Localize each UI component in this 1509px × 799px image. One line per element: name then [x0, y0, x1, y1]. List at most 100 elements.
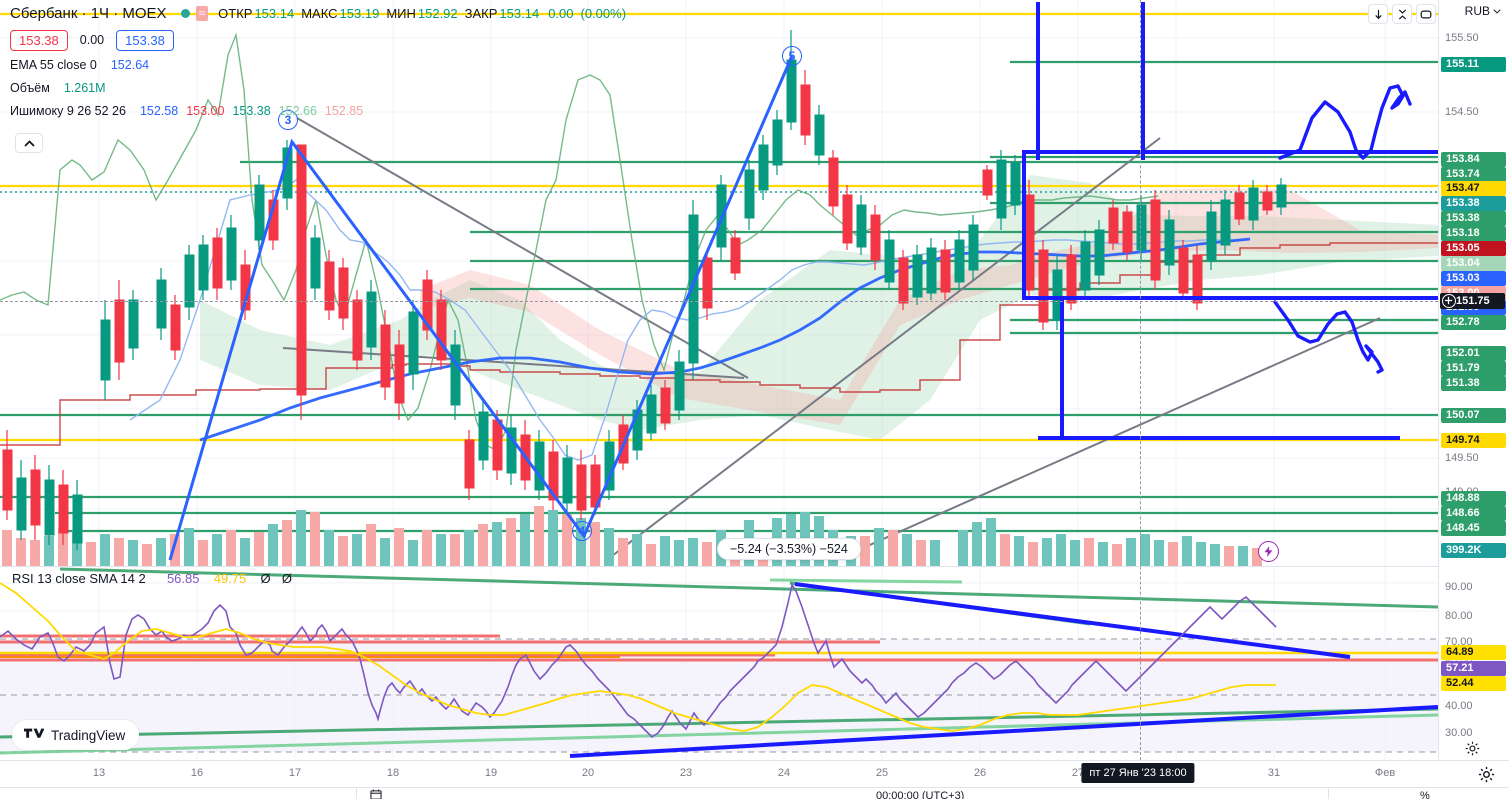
tradingview-watermark[interactable]: TradingView — [12, 720, 140, 750]
crosshair-horizontal — [0, 301, 1438, 302]
rsi-lower-band-value: Ø — [281, 571, 293, 586]
tradingview-wordmark: TradingView — [51, 727, 126, 743]
price-level-label[interactable]: 150.07 — [1441, 408, 1506, 423]
symbol-title[interactable]: Сбербанк · 1Ч · MOEX — [10, 5, 167, 22]
price-level-label[interactable]: 153.84 — [1441, 152, 1506, 167]
time-tick: 26 — [973, 767, 987, 779]
ichimoku-senkou-b-value: 152.85 — [324, 103, 364, 118]
price-level-label[interactable]: 151.79 — [1441, 361, 1506, 376]
ohlc-close-key: ЗАКР — [464, 6, 498, 21]
rsi-upper-band-value: Ø — [260, 571, 271, 586]
price-scale[interactable]: 155.50 154.50 150.50 149.50 149.00 152.5… — [1438, 0, 1509, 760]
legend-symbol-row[interactable]: Сбербанк · 1Ч · MOEX ≈ ОТКР 153.14 МАКС … — [10, 3, 626, 24]
fullscreen-button[interactable] — [1416, 4, 1436, 24]
price-level-label[interactable]: 153.05 — [1441, 241, 1506, 256]
price-level-label[interactable]: 148.88 — [1441, 491, 1506, 506]
candlestick-series — [2, 30, 1287, 550]
price-level-label[interactable]: 148.66 — [1441, 506, 1506, 521]
market-open-dot — [180, 9, 190, 18]
ohlc-low-key: МИН — [386, 6, 416, 21]
maximize-icon — [1420, 10, 1432, 18]
rsi-level-label[interactable]: 57.21 — [1441, 661, 1506, 676]
crosshair-price-badge: 151.75 — [1440, 293, 1505, 309]
price-level-label[interactable]: 152.78 — [1441, 315, 1506, 330]
collapse-legend-button[interactable] — [15, 133, 43, 153]
time-tick: 23 — [679, 767, 693, 779]
time-tick: 13 — [92, 767, 106, 779]
price-level-label[interactable]: 153.03 — [1441, 271, 1506, 286]
chart-legend: Сбербанк · 1Ч · MOEX ≈ ОТКР 153.14 МАКС … — [10, 3, 626, 122]
pane-separator — [0, 566, 1438, 567]
bottom-status-bar: 00:00:00 (UTC+3) % — [0, 787, 1509, 799]
price-scale-settings-icon[interactable] — [1465, 741, 1480, 756]
ichimoku-kijun-value: 153.00 — [186, 103, 225, 118]
chart-canvas[interactable]: 5 4 3 — [0, 0, 1438, 760]
price-level-label[interactable]: 153.38 — [1441, 196, 1506, 211]
elliott-wave-label-3[interactable]: 3 — [278, 110, 298, 130]
volume-indicator-name: Объём — [10, 80, 50, 95]
chevron-up-icon — [23, 139, 35, 147]
legend-ichimoku-row[interactable]: Ишимоку 9 26 52 26 152.58 153.00 153.38 … — [10, 99, 626, 122]
legend-ema-row[interactable]: EMA 55 close 0 152.64 — [10, 53, 626, 76]
time-tick: 16 — [190, 767, 204, 779]
time-tick: 25 — [875, 767, 889, 779]
chart-top-right-tools — [1368, 4, 1436, 24]
clock-label: 00:00:00 (UTC+3) — [876, 790, 965, 799]
time-tick: Фев — [1374, 767, 1396, 779]
compress-scale-button[interactable] — [1392, 4, 1412, 24]
price-pane[interactable] — [0, 0, 1438, 566]
crosshair-time-badge: пт 27 Янв '23 18:00 — [1081, 763, 1195, 783]
legend-volume-row[interactable]: Объём 1.261M — [10, 76, 626, 99]
time-tick: 18 — [386, 767, 400, 779]
spread-value: 0.00 — [79, 33, 105, 47]
rsi-value: 56.85 — [166, 571, 200, 586]
price-level-label[interactable]: 153.18 — [1441, 226, 1506, 241]
sell-price-pill[interactable]: 153.38 — [10, 29, 68, 51]
chart-type-badge[interactable]: ≈ — [195, 6, 209, 21]
time-tick: 27 — [1071, 767, 1085, 779]
rsi-tick: 30.00 — [1445, 727, 1473, 739]
time-scale-settings-icon[interactable] — [1478, 766, 1495, 783]
volume-value-label[interactable]: 399.2K — [1441, 543, 1506, 558]
calendar-icon[interactable] — [370, 789, 382, 799]
time-tick: 19 — [484, 767, 498, 779]
volume-value: 1.261M — [63, 80, 106, 95]
rsi-tick: 40.00 — [1445, 700, 1473, 712]
elliott-wave-label-5[interactable]: 5 — [782, 46, 802, 66]
time-tick: 20 — [581, 767, 595, 779]
elliott-wave-label-4[interactable]: 4 — [572, 521, 592, 541]
ohlc-open-value: 153.14 — [254, 6, 295, 21]
rsi-level-label[interactable]: 64.89 — [1441, 645, 1506, 660]
price-level-label[interactable]: 153.04 — [1441, 256, 1506, 271]
legend-quote-row: 153.38 0.00 153.38 — [10, 27, 626, 53]
price-level-label[interactable]: 151.38 — [1441, 376, 1506, 391]
crosshair-vertical — [1140, 0, 1141, 760]
time-scale[interactable]: 13 16 17 18 19 20 23 24 25 26 27 31 Фев … — [0, 760, 1509, 787]
price-level-label[interactable]: 153.47 — [1441, 181, 1506, 196]
price-level-label[interactable]: 153.74 — [1441, 167, 1506, 182]
tradingview-logo-icon — [24, 728, 44, 738]
ichimoku-senkou-a-value: 152.66 — [278, 103, 317, 118]
price-level-label[interactable]: 155.11 — [1441, 57, 1506, 72]
buy-price-pill[interactable]: 153.38 — [116, 29, 174, 51]
scroll-to-realtime-button[interactable] — [1368, 4, 1388, 24]
ohlc-low-value: 152.92 — [417, 6, 458, 21]
ohlc-open-key: ОТКР — [218, 6, 253, 21]
lightning-bolt-icon[interactable] — [1258, 541, 1279, 562]
price-level-label[interactable]: 148.45 — [1441, 521, 1506, 536]
ichimoku-tenkan-value: 152.58 — [139, 103, 179, 118]
ema-value: 152.64 — [110, 57, 150, 72]
ema-indicator-name: EMA 55 close 0 — [10, 57, 97, 72]
price-level-label[interactable]: 152.01 — [1441, 346, 1506, 361]
percent-toggle[interactable]: % — [1420, 790, 1430, 799]
time-tick: 31 — [1267, 767, 1281, 779]
price-tick: 155.50 — [1445, 32, 1479, 44]
price-level-label[interactable]: 149.74 — [1441, 433, 1506, 448]
arrow-down-icon — [1374, 9, 1382, 19]
currency-selector[interactable]: RUB — [1465, 4, 1501, 18]
rsi-level-label[interactable]: 52.44 — [1441, 676, 1506, 691]
price-level-label[interactable]: 153.38 — [1441, 211, 1506, 226]
rsi-pane[interactable] — [0, 567, 1438, 760]
ichimoku-chikou-value: 153.38 — [232, 103, 271, 118]
rsi-legend[interactable]: RSI 13 close SMA 14 2 56.85 49.75 Ø Ø — [12, 571, 292, 586]
